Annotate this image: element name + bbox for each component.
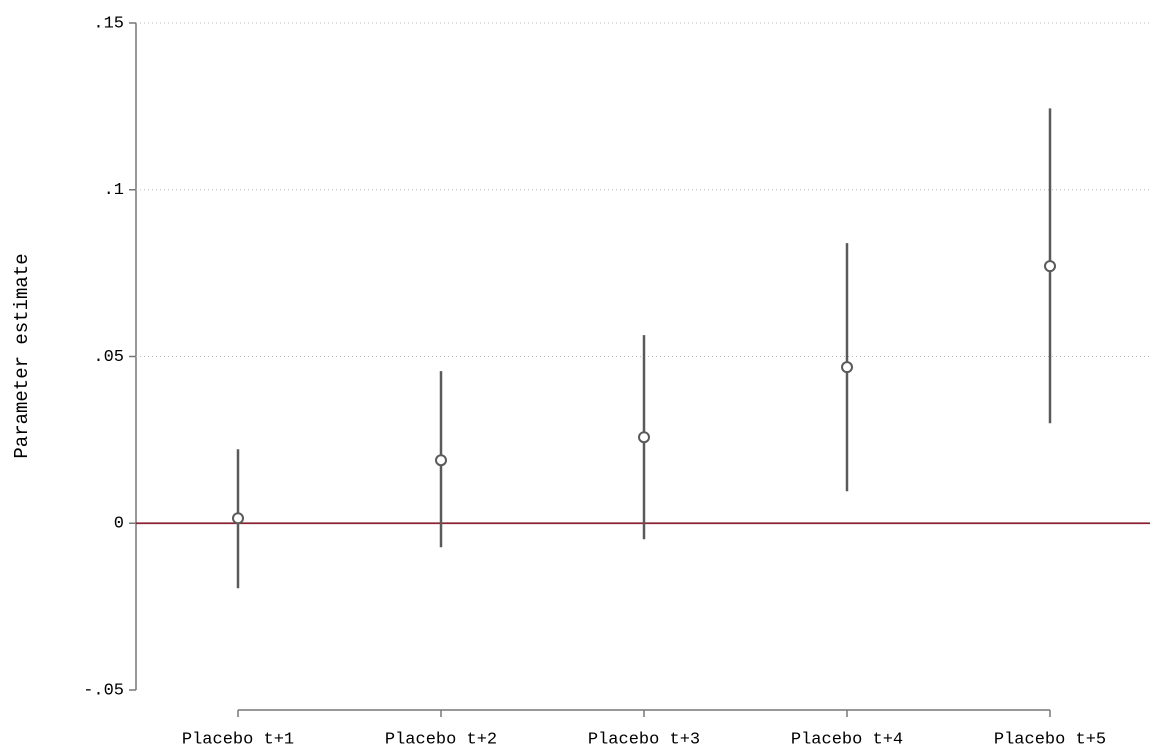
x-tick-label: Placebo t+4: [791, 730, 903, 749]
y-tick-label: .1: [104, 181, 124, 200]
x-tick-label: Placebo t+5: [994, 730, 1106, 749]
y-tick-label: 0: [114, 515, 124, 534]
point: [638, 431, 650, 444]
point: [1044, 260, 1056, 273]
y-tick-label: .15: [93, 14, 124, 33]
y-tick-label: .05: [93, 348, 124, 367]
y-tick-label: -.05: [83, 681, 124, 700]
y-axis-label: Parameter estimate: [11, 253, 33, 458]
x-tick-label: Placebo t+2: [385, 730, 497, 749]
x-tick-label: Placebo t+3: [588, 730, 700, 749]
x-tick-label: Placebo t+1: [182, 730, 294, 749]
point: [435, 454, 447, 467]
point: [232, 512, 244, 525]
point: [841, 361, 853, 374]
